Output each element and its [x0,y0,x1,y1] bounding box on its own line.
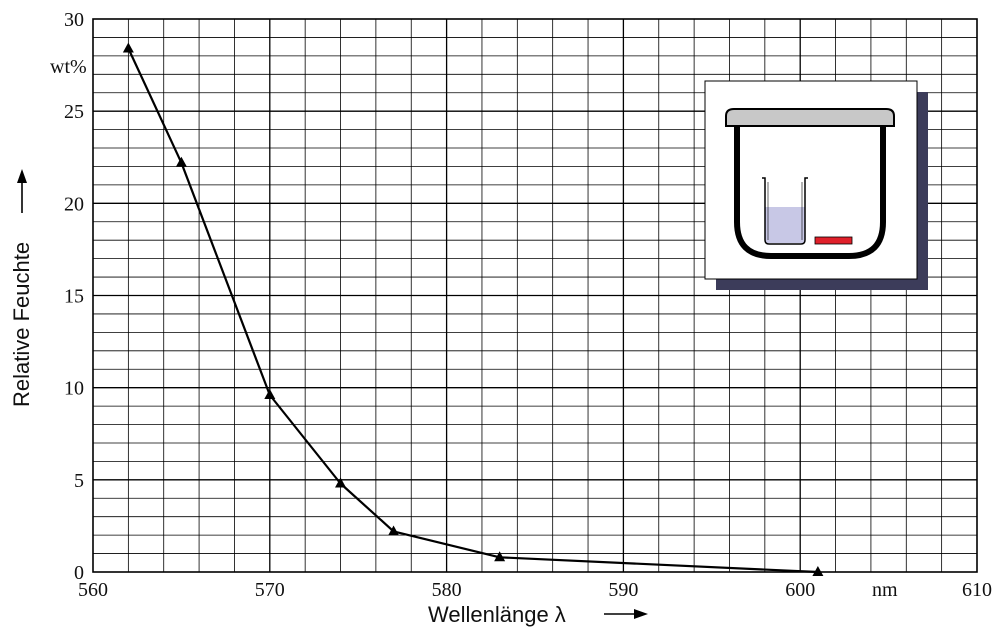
y-tick-label: 10 [64,378,84,400]
x-axis-arrowhead [634,609,648,619]
desiccator-lid [725,108,895,127]
plot-frame [92,18,978,573]
data-point-marker [494,551,506,562]
desiccator-vessel-inner [741,122,879,252]
data-point-marker [812,566,824,576]
x-tick-label: 560 [78,579,108,601]
y-tick-labels: 0 5 10 15 20 25 30 [64,9,84,584]
data-point-marker [122,42,134,53]
x-tick-labels: 560 570 580 590 600 610 [78,579,992,601]
x-axis-title: Wellenlänge λ [428,602,566,627]
y-tick-label: 30 [64,9,84,31]
x-axis-title-group: Wellenlänge λ [428,602,648,627]
desiccator-vessel [734,122,886,259]
grid-major [93,19,977,572]
y-axis-title: Relative Feuchte [9,242,34,407]
data-point-marker [388,525,400,536]
x-tick-label: 580 [432,579,462,601]
y-tick-label: 5 [74,470,84,492]
y-unit-label: wt% [50,56,87,78]
desiccator-with-beaker-icon [725,108,895,259]
x-tick-label: 610 [962,579,992,601]
x-tick-label: 600 [785,579,815,601]
beaker-liquid [765,207,805,243]
desiccator-inset [704,80,928,290]
x-unit-label: nm [872,579,898,601]
red-sample [814,236,853,245]
data-point-marker [175,156,187,167]
beaker [762,177,808,245]
data-point-marker [335,477,347,488]
y-axis-arrowhead [17,169,27,183]
x-tick-label: 590 [608,579,638,601]
series-layer [122,42,824,576]
y-tick-label: 15 [64,286,84,308]
y-tick-label: 0 [74,562,84,584]
y-tick-label: 20 [64,193,84,215]
y-axis-title-group: Relative Feuchte [9,169,34,407]
y-tick-label: 25 [64,101,84,123]
data-point-marker [264,389,276,400]
x-tick-label: 570 [255,579,285,601]
